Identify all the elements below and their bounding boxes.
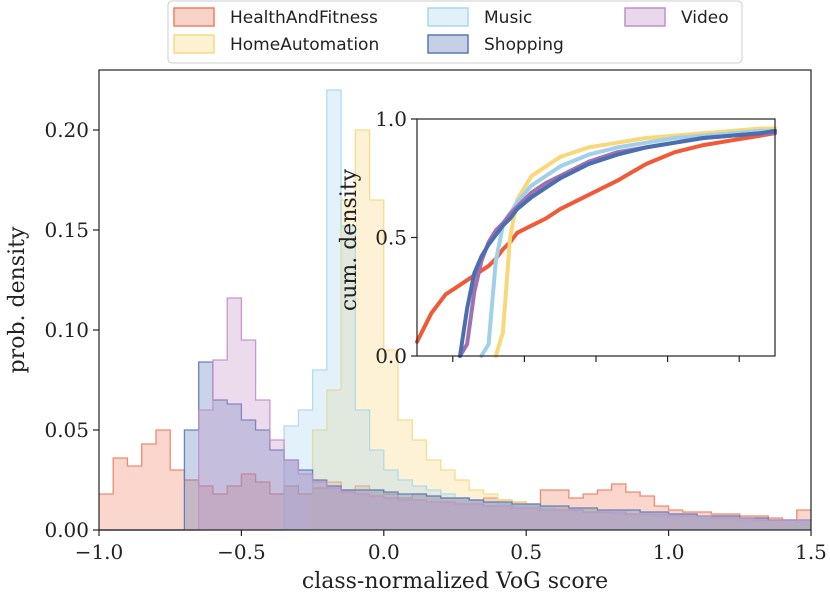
cdf-line-homeautomation: [493, 126, 777, 358]
legend-item-shopping: Shopping: [427, 34, 564, 55]
legend-label: Music: [484, 8, 532, 28]
main-x-tick-label: 1.0: [653, 540, 685, 564]
inset-y-tick-label: 1.0: [375, 107, 407, 131]
legend-swatch: [173, 34, 215, 54]
cdf-line-shopping: [458, 128, 777, 358]
legend-item-healthandfitness: HealthAndFitness: [173, 7, 378, 28]
main-x-ticks: −1.0 −0.5 0.0 0.5 1.0 1.5: [75, 530, 827, 564]
inset-y-ticks: 0.0 0.5 1.0: [375, 107, 417, 368]
inset-cdf-plot: 0.0 0.5 1.0 cum. density: [337, 107, 777, 368]
legend-swatch: [173, 7, 215, 27]
cdf-line-music: [479, 128, 777, 358]
legend-label: HealthAndFitness: [230, 8, 378, 28]
main-x-tick-label: −1.0: [75, 540, 124, 564]
main-y-ticks: 0.00 0.05 0.10 0.15 0.20: [44, 118, 99, 542]
main-x-axis-label: class-normalized VoG score: [302, 569, 608, 593]
histogram-fill-healthandfitness: [99, 430, 811, 530]
legend-label: Video: [681, 8, 729, 28]
legend-swatch: [427, 7, 469, 27]
main-y-tick-label: 0.05: [44, 418, 89, 442]
inset-cdf-lines: [415, 126, 777, 358]
legend-item-video: Video: [624, 7, 729, 28]
main-x-tick-label: −0.5: [217, 540, 266, 564]
main-y-axis-label: prob. density: [5, 226, 30, 373]
main-y-tick-label: 0.10: [44, 318, 89, 342]
histogram-outline-video: [99, 297, 811, 531]
legend-items: HealthAndFitness HomeAutomation Music Shopp…: [173, 7, 729, 55]
cdf-line-healthandfitness: [415, 131, 777, 344]
histogram-outline-shopping: [99, 361, 811, 531]
main-plot-frame: [98, 69, 812, 531]
histogram-fill-shopping: [99, 362, 811, 530]
legend: HealthAndFitness HomeAutomation Music Shopp…: [167, 0, 743, 64]
legend-swatch: [427, 34, 469, 54]
legend-label: Shopping: [484, 35, 564, 55]
main-x-tick-label: 0.5: [510, 540, 542, 564]
histogram-fill-video: [99, 298, 811, 530]
legend-item-music: Music: [427, 7, 532, 28]
histogram-series-layer: [99, 89, 811, 531]
inset-y-tick-label: 0.0: [375, 344, 407, 368]
inset-x-ticks: [452, 356, 740, 362]
legend-item-homeautomation: HomeAutomation: [173, 34, 379, 55]
main-y-tick-label: 0.20: [44, 118, 89, 142]
inset-y-tick-label: 0.5: [375, 226, 407, 250]
main-y-tick-label: 0.15: [44, 218, 89, 242]
legend-swatch: [624, 7, 666, 27]
legend-frame: [167, 0, 743, 64]
legend-label: HomeAutomation: [230, 35, 379, 55]
inset-y-axis-label: cum. density: [337, 168, 362, 311]
main-histogram-plot: −1.0 −0.5 0.0 0.5 1.0 1.5 0.00 0.05 0.10 0.15 0.2…: [5, 69, 827, 593]
main-x-tick-label: 1.5: [795, 540, 827, 564]
main-y-tick-label: 0.00: [44, 518, 89, 542]
main-x-tick-label: 0.0: [368, 540, 400, 564]
